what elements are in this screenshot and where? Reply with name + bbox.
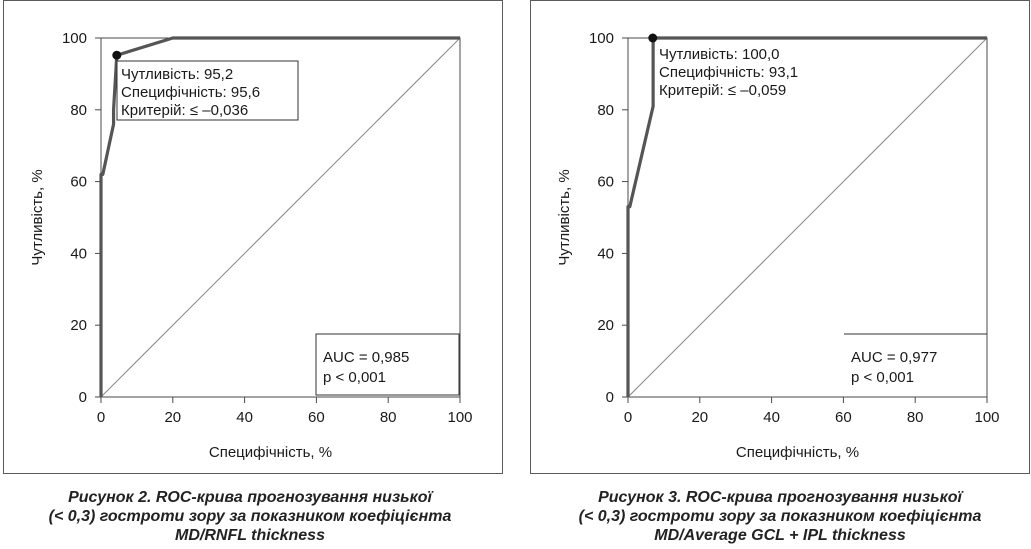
y-axis-label: Чутливість, % bbox=[556, 169, 573, 265]
reference-diagonal bbox=[627, 37, 988, 398]
auc-line: p < 0,001 bbox=[323, 369, 386, 386]
annotation-line: Критерій: ≤ –0,036 bbox=[121, 102, 248, 119]
roc-chart-1: 0 20 40 60 80 100 0 20 40 60 80 100 Специфічність, %… bbox=[29, 30, 473, 461]
reference-diagonal bbox=[100, 37, 461, 398]
annotation-line: Критерій: ≤ –0,059 bbox=[659, 82, 786, 99]
y-tick-label: 40 bbox=[597, 245, 614, 262]
figure-caption-2: Рисунок 3. ROC-крива прогнозування низьк… bbox=[530, 488, 1030, 545]
cutoff-point bbox=[112, 50, 122, 60]
x-tick-label: 100 bbox=[447, 409, 472, 426]
y-tick-label: 80 bbox=[70, 102, 87, 119]
y-tick-label: 60 bbox=[70, 174, 87, 191]
y-tick-label: 0 bbox=[79, 389, 87, 406]
annotation-line: Специфічність: 95,6 bbox=[121, 84, 260, 101]
y-tick-label: 60 bbox=[597, 174, 614, 191]
roc-chart-2: 0 20 40 60 80 100 0 20 40 60 80 100 Специфічність, %… bbox=[556, 30, 1000, 461]
roc-curve bbox=[99, 36, 460, 397]
annotation-line: Чутливість: 95,2 bbox=[121, 66, 233, 83]
y-tick-label: 40 bbox=[70, 245, 87, 262]
y-axis-label: Чутливість, % bbox=[29, 169, 46, 265]
caption-line: MD/Average GCL + IPL thickness bbox=[654, 527, 906, 544]
x-tick-label: 60 bbox=[835, 409, 852, 426]
auc-box bbox=[315, 333, 460, 396]
x-tick-label: 0 bbox=[624, 409, 632, 426]
x-tick-label: 20 bbox=[164, 409, 181, 426]
auc-line: AUC = 0,977 bbox=[851, 349, 937, 366]
y-tick-label: 100 bbox=[62, 30, 87, 47]
cutoff-point bbox=[648, 33, 658, 43]
auc-line: AUC = 0,985 bbox=[323, 349, 409, 366]
x-axis-label: Специфічність, % bbox=[209, 444, 332, 461]
y-tick-label: 80 bbox=[597, 102, 614, 119]
figure-caption-1: Рисунок 2. ROC-крива прогнозування низьк… bbox=[0, 488, 500, 545]
x-tick-label: 0 bbox=[97, 409, 105, 426]
auc-line: p < 0,001 bbox=[851, 369, 914, 386]
caption-line: (< 0,3) гостроти зору за показником коеф… bbox=[578, 508, 982, 525]
y-tick-label: 20 bbox=[70, 317, 87, 334]
caption-line: Рисунок 2. ROC-крива прогнозування низьк… bbox=[68, 489, 432, 506]
roc-curve bbox=[626, 36, 987, 397]
caption-line: (< 0,3) гостроти зору за показником коеф… bbox=[48, 508, 452, 525]
y-tick-label: 20 bbox=[597, 317, 614, 334]
x-axis-label: Специфічність, % bbox=[736, 444, 859, 461]
x-tick-label: 80 bbox=[380, 409, 397, 426]
x-tick-label: 40 bbox=[763, 409, 780, 426]
roc-chart-panel-1: 0 20 40 60 80 100 0 20 40 60 80 100 Специфічність, %… bbox=[3, 0, 503, 474]
roc-chart-panel-2: 0 20 40 60 80 100 0 20 40 60 80 100 Специфічність, %… bbox=[530, 0, 1030, 474]
x-tick-label: 80 bbox=[907, 409, 924, 426]
annotation-line: Чутливість: 100,0 bbox=[659, 46, 780, 63]
caption-line: Рисунок 3. ROC-крива прогнозування низьк… bbox=[598, 489, 962, 506]
y-tick-label: 100 bbox=[589, 30, 614, 47]
caption-line: MD/RNFL thickness bbox=[175, 527, 325, 544]
annotation-box bbox=[116, 60, 299, 121]
x-tick-label: 60 bbox=[308, 409, 325, 426]
x-tick-label: 100 bbox=[974, 409, 999, 426]
y-tick-label: 0 bbox=[606, 389, 614, 406]
annotation-line: Специфічність: 93,1 bbox=[659, 64, 798, 81]
x-tick-label: 40 bbox=[236, 409, 253, 426]
x-tick-label: 20 bbox=[691, 409, 708, 426]
